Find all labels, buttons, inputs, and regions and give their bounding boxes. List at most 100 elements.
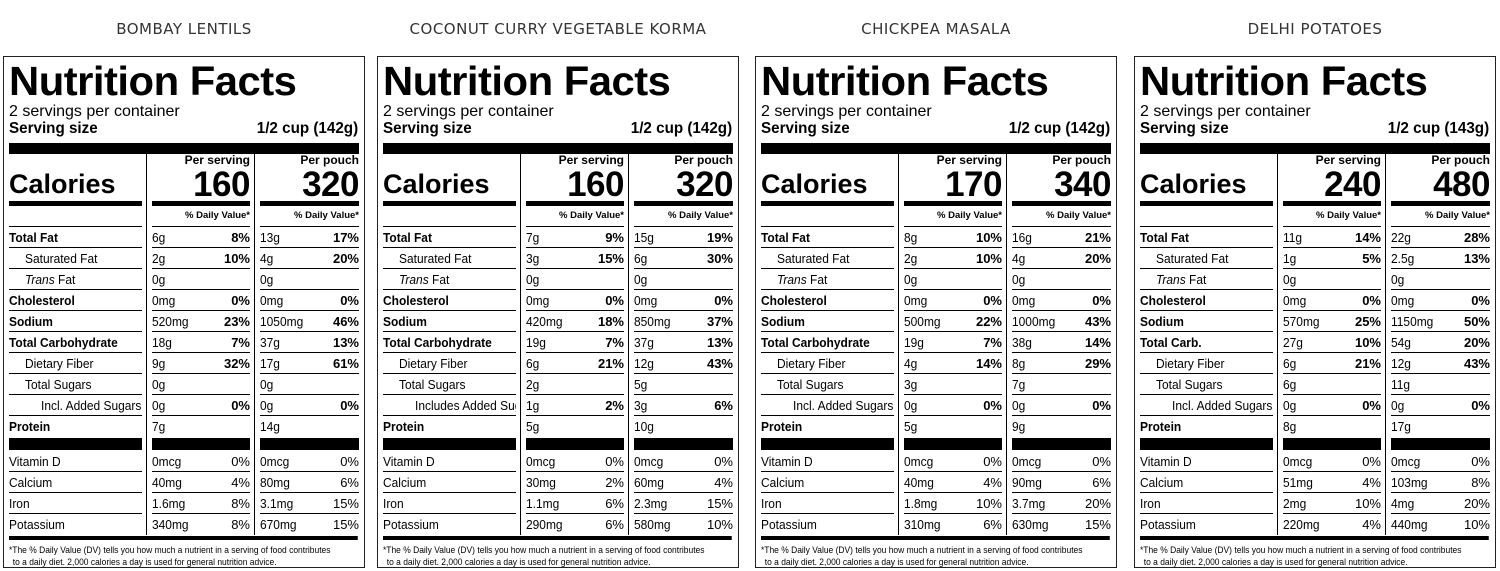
nutrient-name-cell: Iron — [9, 493, 142, 514]
per-pouch-cell: 0mg 0% — [260, 290, 359, 311]
per-serving-daily-value: 6% — [983, 517, 1002, 532]
column-divider — [146, 437, 152, 451]
nutrient-name: Protein — [383, 419, 425, 434]
calories-per-serving-cell: Per serving 240 — [1283, 154, 1381, 206]
column-divider — [254, 514, 260, 535]
column-divider — [1385, 154, 1391, 206]
per-serving-cell: 1g 2% — [526, 395, 624, 416]
per-pouch-amount: 0mcg — [260, 454, 290, 469]
column-divider — [1385, 332, 1391, 353]
nutrient-row: Trans Fat 0g 0g — [1140, 269, 1490, 290]
nutrient-name: Iron — [383, 496, 404, 511]
per-pouch-cell: 0g 0% — [1012, 395, 1111, 416]
per-pouch-daily-value: 0% — [1471, 293, 1490, 308]
column-divider — [898, 154, 904, 206]
calories-row: Calories Per serving 160 Per pouch 320 — [383, 154, 733, 206]
nutrient-name: Trans Fat — [777, 269, 827, 289]
per-pouch-cell: 1150mg 50% — [1391, 311, 1490, 332]
per-serving-amount: 0g — [904, 398, 918, 413]
column-divider — [254, 353, 260, 374]
calories-row: Calories Per serving 240 Per pouch 480 — [1140, 154, 1490, 206]
thick-bar-row — [761, 437, 1111, 451]
footnote-line-1: *The % Daily Value (DV) tells you how mu… — [383, 545, 705, 555]
per-serving-amount: 19g — [904, 335, 924, 350]
nutrient-row: Sodium 420mg 18% 850mg 37% — [383, 311, 733, 332]
nutrient-row: Vitamin D 0mcg 0% 0mcg 0% — [9, 451, 359, 472]
nutrient-name-cell: Trans Fat — [1140, 269, 1273, 290]
thick-bar — [526, 438, 624, 450]
per-pouch-amount: 11g — [1391, 377, 1411, 392]
column-divider — [146, 493, 152, 514]
nutrient-row: Total Carbohydrate 19g 7% 38g 14% — [761, 332, 1111, 353]
nutrient-row: Saturated Fat 2g 10% 4g 20% — [761, 248, 1111, 269]
per-pouch-cell: 60mg 4% — [634, 472, 733, 493]
footnote: *The % Daily Value (DV) tells you how mu… — [9, 536, 358, 568]
nutrient-row: Iron 1.1mg 6% 2.3mg 15% — [383, 493, 733, 514]
nutrient-row: Iron 1.6mg 8% 3.1mg 15% — [9, 493, 359, 514]
per-serving-daily-value: 8% — [231, 517, 250, 532]
per-serving-cell: 0g — [904, 269, 1002, 290]
calories-row: Calories Per serving 160 Per pouch 320 — [9, 154, 359, 206]
daily-value-header: % Daily Value* — [260, 206, 359, 227]
per-serving-cell: 0mg 0% — [904, 290, 1002, 311]
daily-value-header: % Daily Value* — [152, 206, 250, 227]
per-serving-daily-value: 0% — [983, 454, 1002, 469]
per-serving-cell: 5g — [526, 416, 624, 437]
column-divider — [1385, 451, 1391, 472]
daily-value-header: % Daily Value* — [904, 206, 1002, 227]
column-divider — [146, 248, 152, 269]
per-serving-cell: 420mg 18% — [526, 311, 624, 332]
per-pouch-cell: 0mcg 0% — [1391, 451, 1490, 472]
per-serving-amount: 5g — [904, 419, 918, 434]
product-panel: COCONUT CURRY VEGETABLE KORMA Nutrition F… — [377, 0, 739, 571]
per-pouch-cell: 850mg 37% — [634, 311, 733, 332]
calories-per-pouch: 320 — [302, 165, 359, 204]
per-serving-amount: 0mg — [526, 293, 550, 308]
nutrient-row: Calcium 51mg 4% 103mg 8% — [1140, 472, 1490, 493]
per-pouch-cell: 440mg 10% — [1391, 514, 1490, 535]
per-serving-amount: 19g — [526, 335, 546, 350]
per-serving-daily-value: 0% — [983, 398, 1002, 413]
per-serving-cell: 19g 7% — [526, 332, 624, 353]
nutrient-name: Saturated Fat — [777, 251, 850, 266]
nutrient-name-cell: Dietary Fiber — [761, 353, 894, 374]
nutrient-row: Potassium 220mg 4% 440mg 10% — [1140, 514, 1490, 535]
per-serving-cell: 30mg 2% — [526, 472, 624, 493]
nutrient-name: Trans Fat — [25, 269, 75, 289]
calories-per-serving-cell: Per serving 160 — [152, 154, 250, 206]
per-pouch-cell: 13g 17% — [260, 227, 359, 248]
footnote-line-1: *The % Daily Value (DV) tells you how mu… — [1140, 545, 1462, 555]
per-serving-amount: 1.8mg — [904, 496, 938, 511]
nutrient-name: Total Sugars — [1156, 377, 1223, 392]
thick-bar — [1012, 438, 1111, 450]
column-divider — [1385, 353, 1391, 374]
product-title: DELHI POTATOES — [1247, 20, 1383, 38]
nutrient-name: Saturated Fat — [1156, 251, 1229, 266]
nutrient-name-rest: Fat — [806, 272, 828, 287]
per-pouch-cell: 8g 29% — [1012, 353, 1111, 374]
nutrient-name-cell: Sodium — [761, 311, 894, 332]
column-divider — [254, 437, 260, 451]
per-pouch-header: Per pouch — [1052, 153, 1111, 167]
per-pouch-amount: 0g — [260, 398, 274, 413]
nutrition-facts-label: Nutrition Facts 2 servings per container S… — [1134, 56, 1496, 568]
nutrient-name: Calcium — [1140, 475, 1184, 490]
per-serving-cell: 0mcg 0% — [526, 451, 624, 472]
per-serving-header: Per serving — [558, 153, 624, 167]
per-serving-cell: 4g 14% — [904, 353, 1002, 374]
per-serving-cell: 8g — [1283, 416, 1381, 437]
nutrient-name-cell: Vitamin D — [761, 451, 894, 472]
per-pouch-amount: 10g — [634, 419, 654, 434]
calories-per-pouch-cell: Per pouch 340 — [1012, 154, 1111, 206]
per-serving-cell: 0g — [1283, 269, 1381, 290]
per-serving-cell: 6g 21% — [1283, 353, 1381, 374]
per-serving-amount: 570mg — [1283, 314, 1320, 329]
column-divider — [1006, 451, 1012, 472]
nutrient-name-cell: Dietary Fiber — [9, 353, 142, 374]
per-pouch-cell: 4mg 20% — [1391, 493, 1490, 514]
calories-per-pouch: 480 — [1433, 165, 1490, 204]
per-pouch-cell: 3.1mg 15% — [260, 493, 359, 514]
nutrient-name-cell: Dietary Fiber — [383, 353, 516, 374]
column-divider — [628, 206, 634, 227]
footnote-line-1: *The % Daily Value (DV) tells you how mu… — [761, 545, 1083, 555]
